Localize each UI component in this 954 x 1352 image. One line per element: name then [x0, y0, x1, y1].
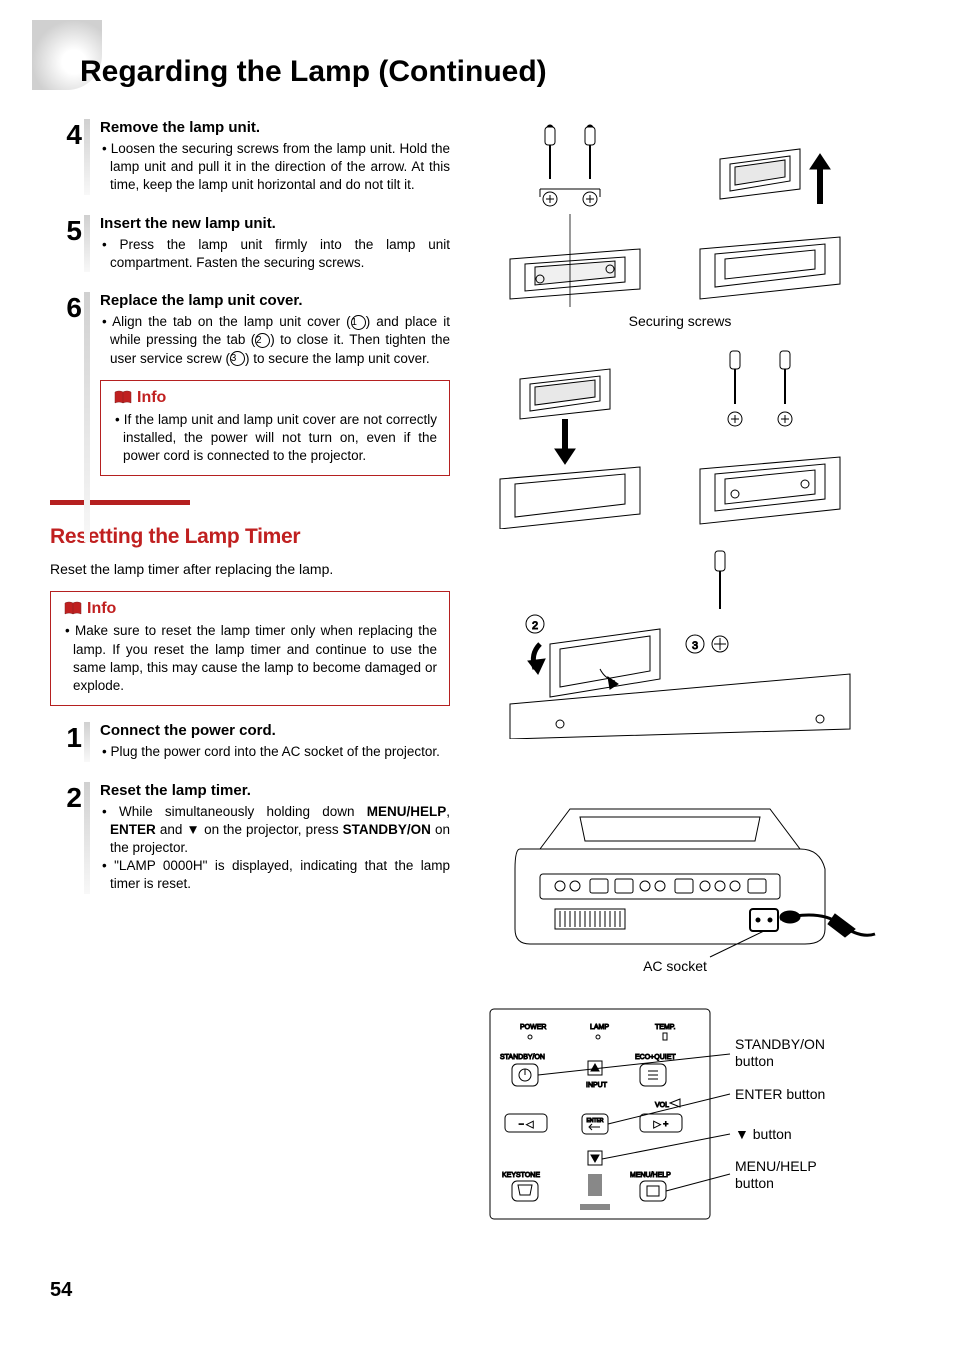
section-divider [50, 500, 190, 505]
svg-text:− ◀: − ◀ [519, 1119, 534, 1129]
book-icon [63, 601, 83, 617]
illustration-caption: Securing screws [480, 313, 880, 329]
svg-text:▶ +: ▶ + [654, 1119, 669, 1129]
step-body: Replace the lamp unit cover. Align the t… [90, 292, 450, 476]
step-number-wrap: 6 [50, 292, 90, 476]
circled-1: 1 [351, 315, 366, 330]
step-body: Remove the lamp unit. Loosen the securin… [90, 119, 450, 195]
step-text: Loosen the securing screws from the lamp… [100, 140, 450, 195]
step-title: Insert the new lamp unit. [100, 215, 450, 232]
step-body: Connect the power cord. Plug the power c… [90, 722, 450, 761]
step-number: 2 [50, 782, 90, 814]
svg-text:ENTER: ENTER [587, 1118, 604, 1124]
info-text: If the lamp unit and lamp unit cover are… [113, 411, 437, 466]
info-header: Info [63, 600, 437, 618]
svg-text:LAMP: LAMP [590, 1024, 609, 1031]
illustration-replace-cover: 2 1 3 [480, 549, 880, 739]
section-title: Resetting the Lamp Timer [50, 525, 450, 549]
svg-text:TEMP.: TEMP. [655, 1024, 676, 1031]
svg-text:KEYSTONE: KEYSTONE [502, 1172, 540, 1179]
step-number-wrap: 4 [50, 119, 90, 195]
circled-3: 3 [230, 351, 245, 366]
info-title: Info [137, 389, 166, 407]
info-header: Info [113, 389, 437, 407]
illustration-insert-lamp [480, 349, 880, 529]
right-column: Securing screws [480, 119, 880, 1259]
info-title: Info [87, 600, 116, 618]
step-number-wrap: 1 [50, 722, 90, 761]
svg-text:3: 3 [692, 640, 698, 652]
step-text-2: "LAMP 0000H" is displayed, indicating th… [100, 857, 450, 893]
step-title: Reset the lamp timer. [100, 782, 450, 799]
step-number: 5 [50, 215, 90, 247]
svg-text:POWER: POWER [520, 1024, 546, 1031]
step-number-wrap: 5 [50, 215, 90, 272]
step-body: Insert the new lamp unit. Press the lamp… [90, 215, 450, 272]
svg-text:ECO+QUIET: ECO+QUIET [635, 1054, 676, 1061]
step-2: 2 Reset the lamp timer. While simultaneo… [50, 782, 450, 894]
page-header: Regarding the Lamp (Continued) [50, 30, 904, 89]
step-text: While simultaneously holding down MENU/H… [100, 803, 450, 858]
content-columns: 4 Remove the lamp unit. Loosen the secur… [50, 119, 904, 1259]
callout-menu: MENU/HELP [735, 1158, 817, 1174]
svg-text:MENU/HELP: MENU/HELP [630, 1172, 671, 1179]
callout-enter: ENTER button [735, 1086, 825, 1102]
info-text: Make sure to reset the lamp timer only w… [63, 622, 437, 695]
page-number: 54 [50, 1279, 904, 1302]
callout-menu-2: button [735, 1175, 774, 1191]
book-icon [113, 390, 133, 406]
section-intro: Reset the lamp timer after replacing the… [50, 561, 450, 577]
info-box-2: Info Make sure to reset the lamp timer o… [50, 591, 450, 706]
callout-down: ▼ button [735, 1126, 792, 1142]
step-title: Remove the lamp unit. [100, 119, 450, 136]
step-6: 6 Replace the lamp unit cover. Align the… [50, 292, 450, 476]
svg-text:2: 2 [532, 620, 538, 632]
step-4: 4 Remove the lamp unit. Loosen the secur… [50, 119, 450, 195]
illustration-projector-rear: AC socket [480, 779, 880, 979]
illustration-control-panel: POWER LAMP TEMP. STANDBY/ON ECO+QUIET IN… [480, 999, 880, 1239]
step-1: 1 Connect the power cord. Plug the power… [50, 722, 450, 761]
ac-socket-label: AC socket [643, 958, 707, 974]
svg-text:STANDBY/ON: STANDBY/ON [500, 1054, 545, 1061]
svg-text:INPUT: INPUT [586, 1082, 608, 1089]
step-5: 5 Insert the new lamp unit. Press the la… [50, 215, 450, 272]
left-column: 4 Remove the lamp unit. Loosen the secur… [50, 119, 450, 1259]
step-title: Connect the power cord. [100, 722, 450, 739]
callout-standby-2: button [735, 1053, 774, 1069]
step-text: Align the tab on the lamp unit cover (1)… [100, 313, 450, 368]
step-bar [84, 292, 90, 542]
page-title: Regarding the Lamp (Continued) [50, 30, 904, 89]
callout-standby: STANDBY/ON [735, 1036, 825, 1052]
step-number: 1 [50, 722, 90, 754]
step-title: Replace the lamp unit cover. [100, 292, 450, 309]
step-body: Reset the lamp timer. While simultaneous… [90, 782, 450, 894]
step-number: 4 [50, 119, 90, 151]
step-number-wrap: 2 [50, 782, 90, 894]
svg-text:VOL: VOL [655, 1102, 669, 1109]
circled-2: 2 [255, 333, 270, 348]
step-text: Press the lamp unit firmly into the lamp… [100, 236, 450, 272]
info-box: Info If the lamp unit and lamp unit cove… [100, 380, 450, 477]
step-text: Plug the power cord into the AC socket o… [100, 743, 450, 761]
step-number: 6 [50, 292, 90, 324]
illustration-remove-lamp: Securing screws [480, 119, 880, 329]
